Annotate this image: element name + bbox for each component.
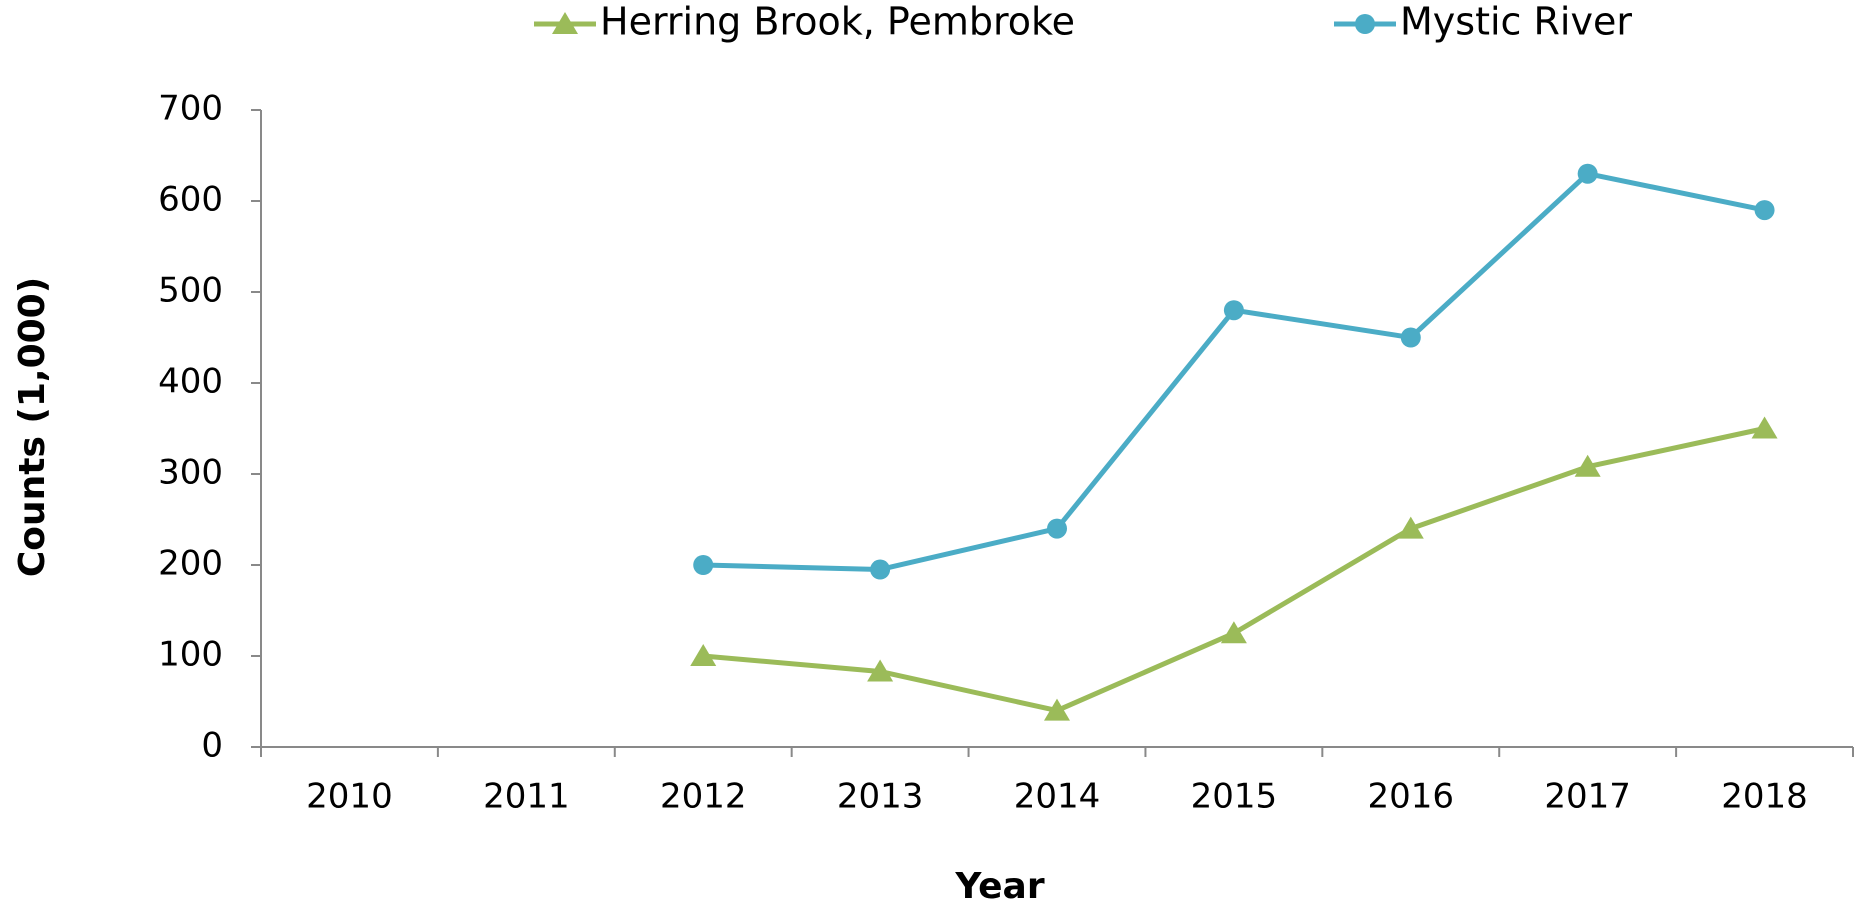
data-point	[867, 659, 894, 682]
data-point	[1577, 163, 1598, 184]
x-tick-label: 2014	[1014, 777, 1101, 817]
x-tick-label: 2018	[1721, 777, 1808, 817]
y-axis-title: Counts (1,000)	[12, 277, 53, 577]
data-point	[1400, 327, 1421, 348]
legend-marker	[552, 12, 578, 34]
y-tick-label: 0	[201, 726, 223, 766]
data-point	[1220, 621, 1247, 644]
y-tick-label: 400	[158, 362, 223, 402]
data-point	[1754, 200, 1775, 221]
x-axis-title: Year	[954, 866, 1044, 907]
x-tick-label: 2010	[306, 777, 393, 817]
data-point	[1044, 698, 1070, 721]
data-point	[690, 644, 717, 666]
series-line	[703, 171, 1766, 573]
data-point	[693, 555, 714, 575]
y-tick-label: 700	[158, 89, 223, 129]
legend-text: Herring Brook, Pembroke	[600, 0, 1075, 44]
x-tick-label: 2013	[837, 777, 924, 817]
legend-marker	[1355, 14, 1375, 34]
y-tick-label: 500	[158, 271, 223, 311]
x-tick-label: 2012	[660, 777, 747, 817]
x-tick-label: 2017	[1544, 777, 1631, 817]
data-point	[1574, 454, 1601, 477]
data-point	[870, 559, 891, 580]
data-point	[1047, 518, 1067, 539]
data-point	[1223, 300, 1244, 321]
x-tick-label: 2016	[1368, 777, 1455, 817]
data-point	[1751, 416, 1778, 439]
legend-text: Mystic River	[1400, 0, 1632, 44]
y-tick-label: 600	[158, 180, 223, 220]
y-tick-label: 200	[158, 544, 223, 584]
y-tick-label: 300	[158, 453, 223, 493]
x-tick-label: 2011	[483, 777, 570, 817]
y-tick-label: 100	[158, 635, 223, 675]
x-tick-label: 2015	[1191, 777, 1278, 817]
data-point	[1397, 516, 1424, 539]
